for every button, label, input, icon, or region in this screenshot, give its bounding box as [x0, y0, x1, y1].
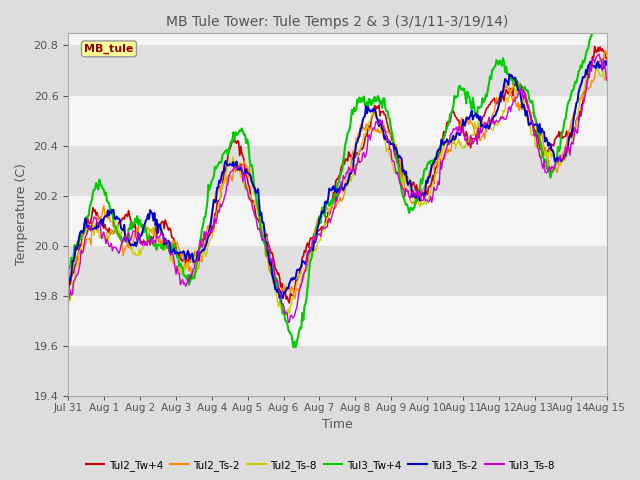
Tul2_Ts-2 [603, 51, 611, 57]
Bar [68, 145, 607, 196]
Tul3_Tw+4 [290, 345, 298, 350]
Tul2_Ts-2 [386, 130, 394, 136]
Tul3_Ts-8 [356, 159, 364, 165]
Tul3_Ts-2 [602, 58, 609, 64]
X-axis label: Time: Time [322, 419, 353, 432]
Tul2_Ts-2 [602, 48, 609, 54]
Tul2_Ts-2 [324, 207, 332, 213]
Bar [68, 346, 607, 396]
Tul3_Tw+4 [603, 10, 611, 16]
Tul2_Ts-2 [64, 276, 72, 282]
Tul3_Ts-2 [603, 61, 611, 67]
Bar [68, 46, 607, 96]
Tul2_Tw+4 [324, 209, 332, 215]
Tul2_Tw+4 [603, 56, 611, 61]
Tul2_Ts-2 [356, 122, 364, 128]
Tul3_Ts-2 [279, 295, 287, 301]
Tul3_Ts-2 [386, 139, 394, 144]
Line: Tul2_Ts-8: Tul2_Ts-8 [68, 64, 607, 315]
Tul2_Ts-8 [324, 216, 332, 222]
Line: Tul2_Ts-2: Tul2_Ts-2 [68, 51, 607, 299]
Tul3_Ts-8 [321, 226, 329, 231]
Tul2_Tw+4 [321, 222, 329, 228]
Tul3_Ts-2 [591, 63, 598, 69]
Tul3_Ts-2 [64, 289, 72, 295]
Legend: Tul2_Tw+4, Tul2_Ts-2, Tul2_Ts-8, Tul3_Tw+4, Tul3_Ts-2, Tul3_Ts-8: Tul2_Tw+4, Tul2_Ts-2, Tul2_Ts-8, Tul3_Tw… [81, 456, 559, 475]
Tul3_Tw+4 [591, 16, 598, 22]
Line: Tul3_Ts-8: Tul3_Ts-8 [68, 54, 607, 322]
Tul3_Tw+4 [386, 116, 394, 122]
Tul2_Tw+4 [386, 130, 394, 135]
Tul3_Tw+4 [600, 5, 608, 11]
Tul2_Tw+4 [64, 277, 72, 283]
Line: Tul2_Tw+4: Tul2_Tw+4 [68, 47, 607, 303]
Tul2_Ts-2 [507, 93, 515, 98]
Tul2_Ts-8 [64, 307, 72, 312]
Tul2_Tw+4 [356, 147, 364, 153]
Line: Tul3_Ts-2: Tul3_Ts-2 [68, 61, 607, 298]
Text: MB_tule: MB_tule [84, 44, 134, 54]
Tul2_Tw+4 [507, 86, 515, 92]
Tul3_Tw+4 [64, 270, 72, 276]
Tul2_Ts-8 [282, 312, 290, 318]
Tul2_Tw+4 [592, 49, 600, 55]
Tul3_Ts-8 [324, 219, 332, 225]
Tul2_Tw+4 [591, 44, 598, 49]
Title: MB Tule Tower: Tule Temps 2 & 3 (3/1/11-3/19/14): MB Tule Tower: Tule Temps 2 & 3 (3/1/11-… [166, 15, 509, 29]
Tul3_Ts-8 [64, 298, 72, 303]
Tul2_Ts-8 [592, 64, 600, 70]
Tul2_Ts-2 [591, 74, 598, 80]
Tul3_Ts-2 [356, 126, 364, 132]
Tul2_Ts-2 [291, 296, 299, 302]
Tul2_Tw+4 [285, 300, 293, 306]
Tul2_Ts-2 [321, 205, 329, 211]
Tul3_Ts-2 [507, 73, 515, 79]
Tul3_Ts-8 [595, 51, 603, 57]
Tul3_Ts-8 [507, 108, 515, 114]
Tul2_Ts-8 [588, 61, 595, 67]
Tul3_Ts-8 [603, 77, 611, 83]
Tul2_Ts-8 [356, 145, 364, 151]
Tul3_Tw+4 [507, 74, 515, 80]
Tul2_Ts-8 [386, 154, 394, 159]
Tul2_Ts-8 [603, 75, 611, 81]
Bar [68, 246, 607, 296]
Tul2_Ts-8 [507, 88, 515, 94]
Tul3_Tw+4 [356, 99, 364, 105]
Tul3_Tw+4 [321, 213, 329, 219]
Tul3_Ts-8 [386, 146, 394, 152]
Tul3_Ts-8 [284, 319, 292, 325]
Tul3_Ts-2 [321, 199, 329, 205]
Tul3_Ts-8 [591, 60, 598, 66]
Tul3_Ts-2 [324, 196, 332, 202]
Tul2_Ts-8 [321, 220, 329, 226]
Tul3_Tw+4 [324, 200, 332, 205]
Y-axis label: Temperature (C): Temperature (C) [15, 164, 28, 265]
Line: Tul3_Tw+4: Tul3_Tw+4 [68, 8, 607, 348]
